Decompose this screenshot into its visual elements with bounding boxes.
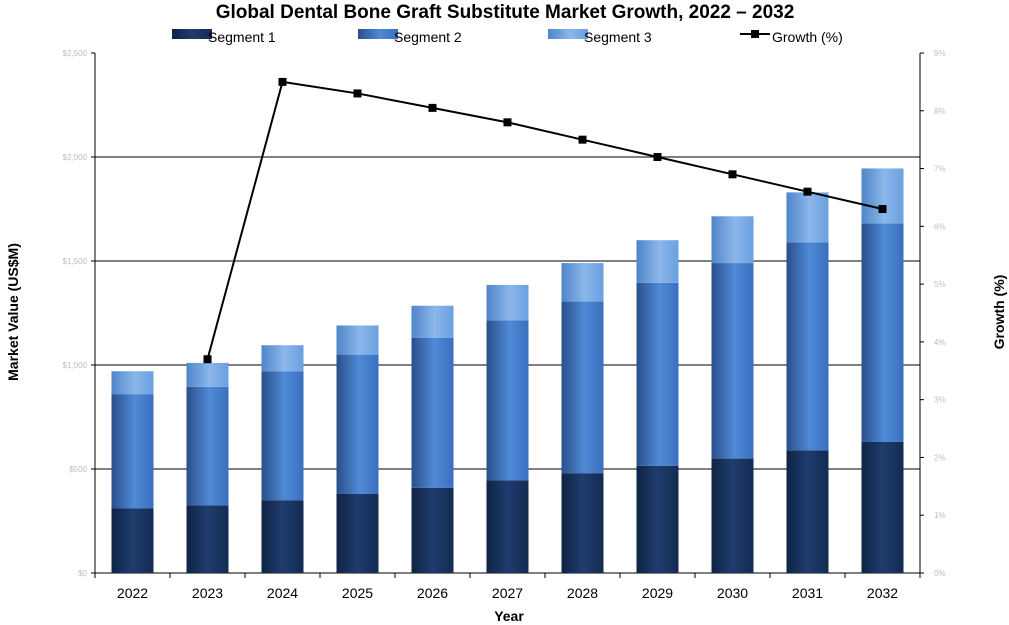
- bar-segment-3-2027: [486, 284, 529, 321]
- bar-segment-1-2028: [561, 473, 604, 573]
- bar-segment-1-2029: [636, 465, 679, 573]
- y2-tick-label: 0%: [934, 569, 946, 578]
- growth-point: [278, 77, 287, 86]
- y2-tick-label: 2%: [934, 453, 946, 462]
- bar-segment-3-2026: [411, 305, 454, 338]
- bar-segment-3-2028: [561, 263, 604, 302]
- bar-segment-3-2025: [336, 325, 379, 355]
- bar-segment-3-2022: [111, 371, 154, 395]
- bar-segment-3-2030: [711, 216, 754, 264]
- bar-segment-2-2031: [786, 242, 829, 451]
- legend-label: Segment 1: [208, 29, 276, 45]
- y2-tick-label: 1%: [934, 511, 946, 520]
- legend-swatch-1: [172, 29, 212, 39]
- bar-segment-3-2032: [861, 168, 904, 224]
- x-tick-label: 2028: [567, 585, 598, 601]
- x-tick-label: 2023: [192, 585, 223, 601]
- bar-segment-1-2031: [786, 450, 829, 573]
- bar-segment-1-2030: [711, 458, 754, 573]
- x-tick-label: 2026: [417, 585, 448, 601]
- bar-segment-2-2025: [336, 354, 379, 494]
- legend-label: Growth (%): [772, 29, 843, 45]
- growth-point: [803, 187, 812, 196]
- growth-point: [878, 205, 887, 213]
- bar-segment-1-2026: [411, 487, 454, 573]
- x-tick-label: 2030: [717, 585, 748, 601]
- bar-segment-1-2023: [186, 505, 229, 573]
- growth-point: [428, 103, 437, 112]
- y-axis-title: Market Value (US$M): [5, 243, 21, 381]
- bar-segment-1-2027: [486, 480, 529, 573]
- y2-tick-label: 7%: [934, 165, 946, 174]
- legend: Segment 1 Segment 2 Segment 3 Growth (%): [172, 29, 843, 45]
- y-tick-label: $1,000: [63, 361, 88, 370]
- growth-point: [203, 355, 212, 364]
- bar-segment-2-2024: [261, 371, 304, 501]
- growth-line: [206, 80, 883, 360]
- bar-segment-2-2027: [486, 320, 529, 481]
- bar-segment-1-2032: [861, 441, 904, 573]
- legend-marker: [751, 30, 759, 38]
- x-tick-label: 2027: [492, 585, 523, 601]
- legend-label: Segment 2: [394, 29, 462, 45]
- growth-point: [578, 135, 587, 144]
- y2-axis-title: Growth (%): [991, 275, 1007, 350]
- plot-area: $2,500 $2,000 $1,500 $1,000 $500 $0 9% 8% 7% 6% 5%…: [63, 49, 946, 601]
- x-tick-label: 2024: [267, 585, 298, 601]
- growth-point: [728, 170, 737, 179]
- legend-swatch-2: [358, 29, 398, 39]
- bar-segment-3-2023: [186, 362, 229, 387]
- bar-segment-2-2032: [861, 223, 904, 442]
- bar-segment-3-2031: [786, 192, 829, 243]
- legend-label: Segment 3: [584, 29, 652, 45]
- x-tick-label: 2032: [867, 585, 898, 601]
- x-axis-title: Year: [494, 608, 524, 624]
- x-tick-label: 2031: [792, 585, 823, 601]
- y2-tick-label: 6%: [934, 222, 946, 231]
- y-tick-label: $500: [69, 465, 87, 474]
- y2-tick-label: 4%: [934, 338, 946, 347]
- growth-point: [653, 153, 662, 161]
- y2-tick-label: 3%: [934, 396, 946, 405]
- bar-segment-1-2022: [111, 508, 154, 573]
- y-tick-label: $1,500: [63, 257, 88, 266]
- bar-segment-2-2023: [186, 386, 229, 506]
- bar-segment-3-2024: [261, 345, 304, 372]
- legend-swatch-3: [548, 29, 588, 39]
- y-tick-label: $2,500: [63, 49, 88, 58]
- y2-tick-label: 9%: [934, 49, 946, 58]
- bar-segment-1-2024: [261, 500, 304, 573]
- bar-segment-2-2028: [561, 301, 604, 474]
- y2-tick-label: 5%: [934, 280, 946, 289]
- y2-tick-label: 8%: [934, 107, 946, 116]
- x-tick-label: 2022: [117, 585, 148, 601]
- bar-segment-1-2025: [336, 493, 379, 573]
- x-tick-label: 2029: [642, 585, 673, 601]
- growth-point: [353, 89, 362, 98]
- bar-segment-2-2026: [411, 337, 454, 488]
- y-tick-label: $0: [78, 569, 87, 578]
- x-tick-label: 2025: [342, 585, 373, 601]
- bar-segment-2-2029: [636, 282, 679, 466]
- y-tick-label: $2,000: [63, 153, 88, 162]
- bar-segment-2-2030: [711, 263, 754, 459]
- growth-point: [503, 118, 512, 127]
- bar-segment-2-2022: [111, 394, 154, 509]
- chart-title: Global Dental Bone Graft Substitute Mark…: [216, 2, 795, 23]
- bar-segment-3-2029: [636, 240, 679, 283]
